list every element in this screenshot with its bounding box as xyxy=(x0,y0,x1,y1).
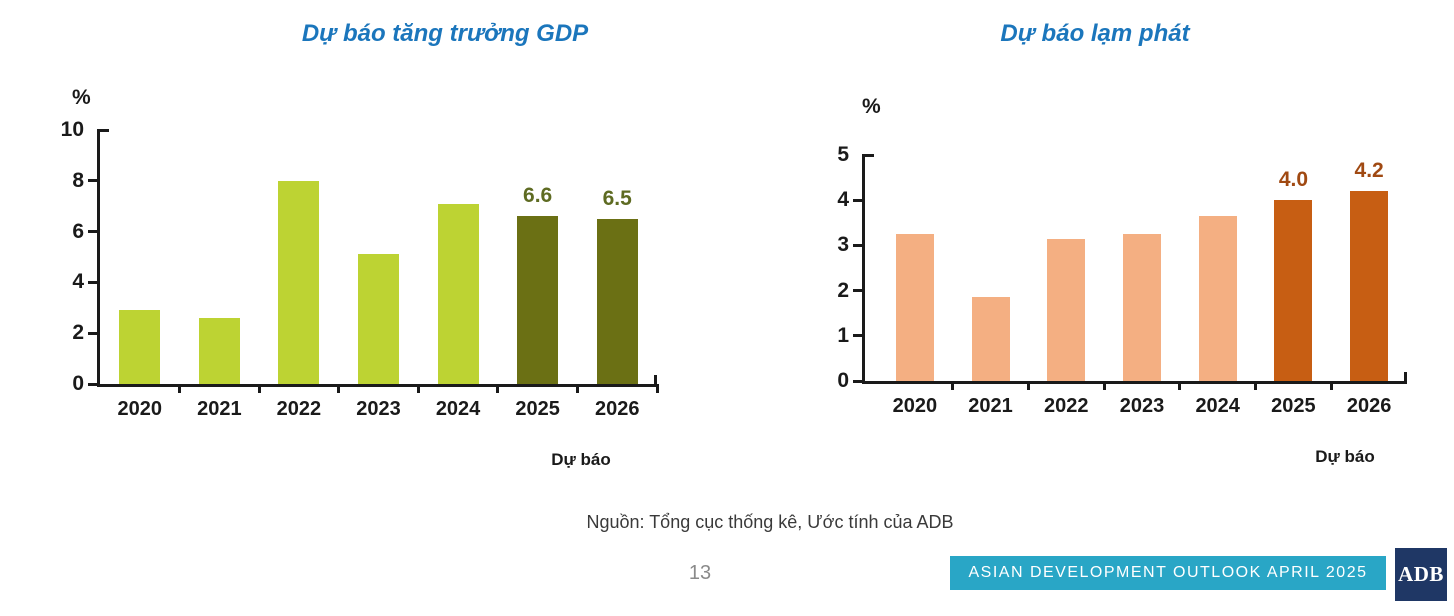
bar-2024 xyxy=(437,203,479,384)
x-category-label: 2020 xyxy=(892,395,938,417)
y-tick-label: 0 xyxy=(837,369,849,392)
bar-2021 xyxy=(971,297,1010,381)
x-tick xyxy=(1254,381,1258,390)
bar-2024 xyxy=(1198,216,1237,381)
x-axis-end-cap xyxy=(1404,372,1407,381)
bar-2025 xyxy=(517,216,559,384)
gdp-chart-title: Dự báo tăng trưởng GDP xyxy=(301,20,589,47)
y-tick-label: 4 xyxy=(72,270,84,294)
bar-2025 xyxy=(1274,200,1313,381)
y-tick xyxy=(88,382,100,386)
y-tick xyxy=(853,334,865,338)
bar-2023 xyxy=(1123,234,1161,381)
x-tick xyxy=(951,381,955,390)
bar-2021 xyxy=(198,317,240,384)
x-category-label: 2021 xyxy=(968,395,1013,417)
y-axis-end-cap xyxy=(862,153,874,157)
x-tick xyxy=(575,384,579,393)
x-category-label: 2023 xyxy=(1119,395,1165,417)
x-category-label: 2026 xyxy=(594,398,640,420)
bar-value-label: 4.2 xyxy=(1354,159,1384,183)
x-category-label: 2020 xyxy=(117,398,163,420)
y-tick xyxy=(853,289,865,293)
y-tick xyxy=(88,230,100,234)
x-category-label: 2024 xyxy=(1195,395,1240,417)
y-tick-label: 10 xyxy=(60,118,84,141)
y-tick xyxy=(88,280,100,284)
y-tick-label: 6 xyxy=(72,219,84,243)
bar-2020 xyxy=(119,310,161,384)
inflation-forecast-label: Dự báo xyxy=(1315,447,1375,466)
footer-banner: ASIAN DEVELOPMENT OUTLOOK APRIL 2025 xyxy=(950,556,1386,590)
x-tick xyxy=(1178,381,1182,390)
gdp-plot-area: 0 2 4 6 8 10 2020 2021 2022 2023 2024 6.6 2025 6.5 202… xyxy=(61,118,659,420)
y-tick-label: 4 xyxy=(837,188,849,212)
y-tick-label: 2 xyxy=(837,278,849,302)
y-tick-label: 0 xyxy=(72,372,84,395)
x-tick xyxy=(655,384,659,393)
bar-2020 xyxy=(895,234,934,381)
x-tick xyxy=(178,384,182,393)
y-tick xyxy=(88,179,100,183)
bar-2026 xyxy=(596,218,638,384)
y-tick-label: 8 xyxy=(72,168,84,192)
y-tick-label: 5 xyxy=(837,143,849,166)
source-note: Nguồn: Tổng cục thống kê, Ước tính của A… xyxy=(586,512,954,532)
bar-value-label: 4.0 xyxy=(1278,168,1309,192)
x-category-label: 2026 xyxy=(1346,395,1392,417)
bar-value-label: 6.5 xyxy=(602,186,632,210)
y-tick xyxy=(853,198,865,202)
x-category-label: 2024 xyxy=(435,398,481,420)
gdp-y-axis-unit: % xyxy=(72,86,91,109)
y-axis-end-cap xyxy=(97,128,109,132)
y-tick-label: 3 xyxy=(837,233,849,257)
x-tick xyxy=(257,384,261,393)
x-tick xyxy=(416,384,420,393)
y-tick xyxy=(88,331,100,335)
bar-2026 xyxy=(1350,191,1389,381)
page-number: 13 xyxy=(688,562,712,584)
bar-2022 xyxy=(278,180,320,384)
inflation-plot-area: 0 1 2 3 4 5 2020 2021 2022 2023 2024 4.0 2025 4.2 2026 xyxy=(837,143,1407,417)
x-category-label: 2025 xyxy=(1271,395,1316,417)
x-tick xyxy=(1329,381,1333,390)
inflation-chart-title: Dự báo lạm phát xyxy=(1000,20,1190,47)
x-category-label: 2023 xyxy=(356,398,401,420)
y-tick-label: 2 xyxy=(72,321,84,345)
x-tick xyxy=(1102,381,1106,390)
x-category-label: 2025 xyxy=(515,398,560,420)
y-tick xyxy=(853,243,865,247)
x-tick xyxy=(1026,381,1030,390)
bar-2022 xyxy=(1047,238,1086,381)
gdp-forecast-label: Dự báo xyxy=(551,450,611,469)
x-category-label: 2022 xyxy=(276,398,322,420)
bar-value-label: 6.6 xyxy=(523,184,553,208)
x-axis-end-cap xyxy=(654,375,657,384)
x-category-label: 2022 xyxy=(1044,395,1089,417)
y-tick xyxy=(853,379,865,383)
x-tick xyxy=(496,384,500,393)
inflation-y-axis-unit: % xyxy=(862,95,881,118)
adb-logo: ADB xyxy=(1395,548,1447,601)
x-tick xyxy=(337,384,341,393)
x-category-label: 2021 xyxy=(197,398,242,420)
y-tick-label: 1 xyxy=(837,323,849,347)
bar-2023 xyxy=(358,254,399,384)
